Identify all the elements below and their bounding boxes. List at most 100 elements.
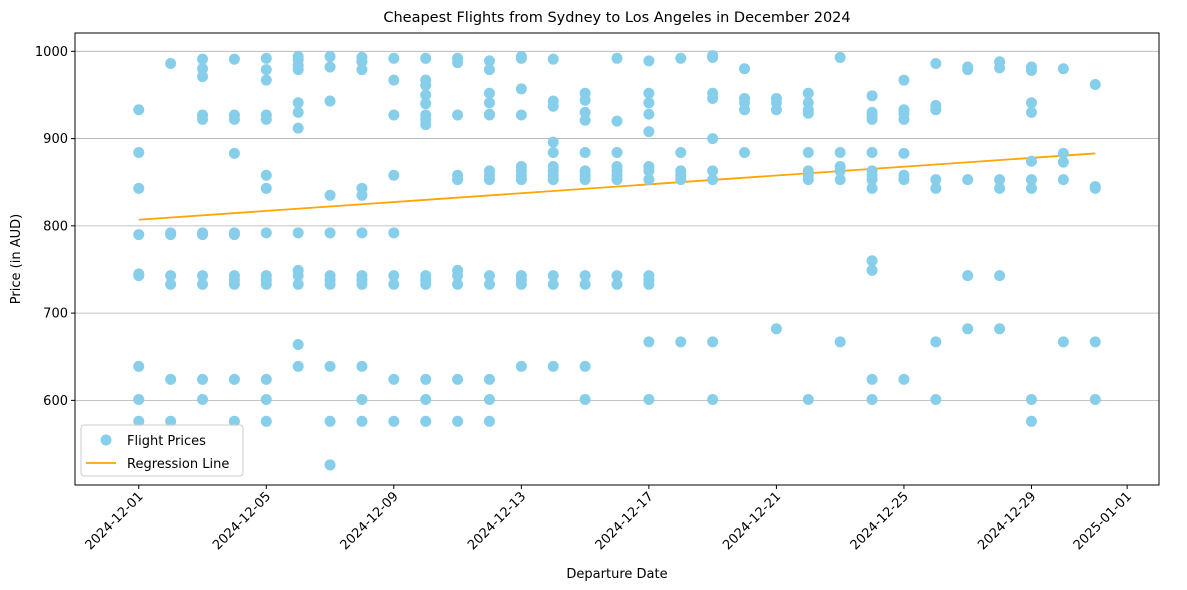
flight-price-point — [324, 227, 336, 239]
flight-price-point — [579, 174, 591, 186]
y-axis-title: Price (in AUD) — [9, 214, 24, 304]
flight-price-point — [420, 79, 432, 91]
flight-price-point — [1025, 393, 1037, 405]
legend-label-flight-prices: Flight Prices — [127, 434, 206, 449]
flight-price-point — [420, 373, 432, 385]
flight-price-point — [611, 270, 623, 282]
flight-price-point — [133, 393, 145, 405]
flight-price-point — [579, 278, 591, 290]
flight-price-point — [324, 61, 336, 73]
grid-lines — [75, 50, 1159, 401]
flight-price-point — [675, 336, 687, 348]
flight-price-point — [165, 229, 177, 241]
flight-price-point — [420, 393, 432, 405]
flight-price-point — [165, 278, 177, 290]
flight-price-point — [133, 147, 145, 159]
flight-price-point — [388, 373, 400, 385]
flight-price-point — [834, 51, 846, 63]
flight-price-point — [483, 55, 495, 67]
flight-price-point — [228, 53, 240, 65]
flight-price-point — [930, 393, 942, 405]
flight-price-point — [356, 278, 368, 290]
flight-price-point — [260, 113, 272, 125]
flight-price-point — [515, 174, 527, 186]
y-axis-ticks: 600 700 800 900 1000 — [35, 45, 75, 409]
flight-price-point — [228, 278, 240, 290]
flight-price-point — [1057, 174, 1069, 186]
flight-price-point — [388, 52, 400, 64]
flight-price-point — [611, 147, 623, 159]
flight-price-point — [579, 147, 591, 159]
flight-price-point — [292, 97, 304, 109]
flight-price-point — [707, 51, 719, 63]
flight-price-point — [483, 278, 495, 290]
flight-price-point — [260, 64, 272, 76]
flight-price-point — [324, 360, 336, 372]
plot-frame — [74, 32, 1160, 486]
flight-price-point — [643, 55, 655, 67]
flight-price-point — [962, 270, 974, 282]
flight-price-point — [356, 360, 368, 372]
flight-price-point — [420, 278, 432, 290]
flight-price-point — [866, 255, 878, 267]
flight-price-point — [197, 63, 209, 75]
flight-price-point — [739, 147, 751, 159]
flight-price-point — [994, 174, 1006, 186]
legend-box — [80, 424, 244, 477]
flight-price-point — [197, 113, 209, 125]
flight-price-point — [707, 393, 719, 405]
flight-price-point — [483, 174, 495, 186]
flight-price-point — [260, 415, 272, 427]
flight-price-point — [962, 64, 974, 76]
flight-price-point — [292, 339, 304, 351]
flight-price-point — [515, 52, 527, 64]
flight-price-point — [260, 393, 272, 405]
flight-price-point — [1057, 156, 1069, 168]
flight-price-point — [133, 182, 145, 194]
flight-price-point — [324, 278, 336, 290]
flight-price-point — [547, 174, 559, 186]
regression-line — [138, 152, 1096, 221]
flight-price-point — [739, 63, 751, 75]
flight-price-point — [260, 278, 272, 290]
flight-price-point — [388, 169, 400, 181]
flight-price-point — [452, 270, 464, 282]
flight-price-point — [483, 87, 495, 99]
flight-price-point — [707, 92, 719, 104]
flight-price-point — [707, 174, 719, 186]
flight-price-point — [547, 100, 559, 112]
flight-price-point — [547, 53, 559, 65]
flight-price-point — [133, 270, 145, 282]
y-tick-label: 600 — [43, 394, 68, 409]
flight-price-point — [579, 360, 591, 372]
flight-price-point — [1089, 182, 1101, 194]
flight-price-point — [197, 393, 209, 405]
flight-price-point — [228, 229, 240, 241]
flight-price-point — [547, 147, 559, 159]
flight-price-point — [356, 393, 368, 405]
flight-price-point — [1025, 106, 1037, 118]
flight-price-point — [930, 336, 942, 348]
flight-price-point — [866, 174, 878, 186]
flight-price-point — [292, 227, 304, 239]
flight-price-point — [930, 58, 942, 70]
flight-price-point — [547, 136, 559, 148]
flight-price-point — [770, 323, 782, 335]
flight-price-point — [930, 182, 942, 194]
flight-price-point — [898, 174, 910, 186]
flight-price-point — [834, 174, 846, 186]
flight-price-point — [547, 360, 559, 372]
flight-price-point — [1089, 336, 1101, 348]
legend-marker-flight-prices — [100, 434, 112, 446]
flight-price-point — [739, 104, 751, 116]
flight-price-point — [165, 373, 177, 385]
flight-price-point — [356, 64, 368, 76]
flight-price-point — [324, 51, 336, 63]
flight-price-point — [324, 415, 336, 427]
flight-price-point — [611, 174, 623, 186]
flight-price-point — [228, 147, 240, 159]
flight-price-point — [866, 373, 878, 385]
y-tick-label: 900 — [43, 132, 68, 147]
flight-price-point — [643, 165, 655, 177]
